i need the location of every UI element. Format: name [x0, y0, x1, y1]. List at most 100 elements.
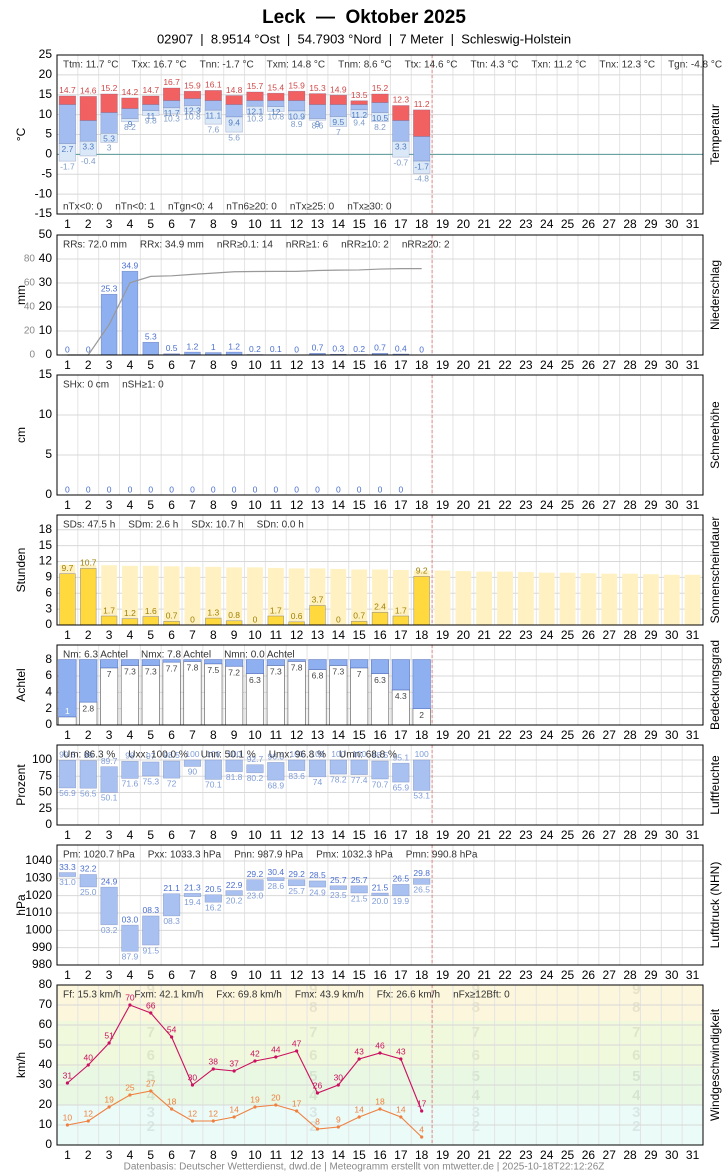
wind-point: [211, 1067, 215, 1071]
y-tick-label: 50: [39, 227, 53, 241]
value-label: -4.8: [414, 174, 429, 184]
x-tick-label: 23: [519, 1148, 533, 1162]
y-axis-label: Prozent: [14, 764, 28, 806]
y-tick-label: -15: [35, 206, 53, 220]
value-label: 03.2: [101, 925, 118, 935]
value-label: 12.1: [247, 107, 264, 117]
x-tick-label: 14: [332, 728, 346, 742]
x-tick-label: 19: [436, 828, 450, 842]
value-label: 100: [227, 749, 241, 759]
y-tick-label: 0: [45, 817, 52, 831]
stat-text: nTgn<0: 4: [168, 202, 214, 213]
x-tick-label: 19: [436, 358, 450, 372]
value-label: -1.7: [414, 161, 429, 171]
x-tick-label: 11: [270, 628, 283, 642]
range-bar: [329, 94, 347, 105]
stat-text: Fmx: 43.9 km/h: [295, 990, 364, 1001]
value-label: 7.3: [124, 667, 136, 677]
range-bar: [392, 140, 410, 158]
value-label: 1: [211, 342, 216, 352]
y-tick-label: 50: [39, 785, 53, 799]
y-tick-label: 80: [39, 977, 53, 991]
cover-cloud: [204, 659, 223, 665]
x-tick-label: 20: [457, 217, 471, 231]
range-bar: [162, 760, 181, 779]
value-label: 0.7: [353, 611, 365, 621]
cover-cloud: [141, 659, 160, 666]
stat-text: Pxx: 1033.3 hPa: [148, 850, 222, 861]
x-tick-label: 22: [498, 628, 512, 642]
x-tick-label: 16: [373, 828, 387, 842]
stat-text: nRR≥0.1: 14: [217, 240, 274, 251]
x-tick-label: 15: [352, 217, 366, 231]
value-label: 8.6: [312, 120, 324, 130]
x-tick-label: 29: [644, 498, 658, 512]
value-label: 65.9: [393, 782, 410, 792]
x-tick-label: 28: [623, 828, 637, 842]
value-label: 8: [315, 1116, 320, 1126]
x-tick-label: 20: [457, 728, 471, 742]
value-label: 3.7: [312, 595, 324, 605]
value-label: 5.3: [103, 134, 115, 144]
x-tick-label: 15: [352, 828, 366, 842]
value-label: 14: [354, 1104, 364, 1114]
value-label: 15.2: [372, 83, 389, 93]
x-tick-label: 26: [582, 498, 596, 512]
wind-point: [149, 1011, 153, 1015]
range-bar: [392, 884, 410, 897]
x-tick-label: 9: [231, 498, 238, 512]
beaufort-label: 5: [309, 1068, 317, 1085]
range-bar: [100, 133, 118, 143]
value-label: 7.3: [270, 667, 282, 677]
x-tick-label: 2: [85, 358, 92, 372]
y-tick-label: 1010: [25, 905, 52, 919]
value-label: 11.1: [205, 111, 221, 121]
x-tick-label: 10: [248, 968, 262, 982]
y-tick-label: 1000: [25, 922, 52, 936]
bar: [309, 605, 326, 626]
x-tick-label: 10: [248, 1148, 262, 1162]
value-label: 19: [250, 1094, 260, 1104]
x-tick-label: 23: [519, 628, 533, 642]
wind-point: [274, 1103, 278, 1107]
x-tick-label: 22: [498, 1148, 512, 1162]
value-label: 14.7: [143, 85, 160, 95]
bar: [226, 567, 243, 625]
wind-point: [295, 1049, 299, 1053]
value-label: 30.4: [268, 867, 285, 877]
x-tick-label: 3: [106, 968, 113, 982]
value-label: 0: [107, 484, 112, 494]
value-label: 1.2: [124, 608, 136, 618]
bar: [288, 568, 305, 625]
range-bar: [308, 104, 327, 119]
beaufort-label: 2: [309, 1118, 317, 1135]
value-label: 29.2: [288, 869, 305, 879]
range-bar: [350, 885, 368, 894]
stat-text: Txn: 11.2 °C: [531, 60, 586, 71]
value-label: 0: [190, 484, 195, 494]
x-tick-label: 4: [127, 968, 134, 982]
value-label: 20.2: [226, 896, 243, 906]
stat-text: nRR≥10: 2: [341, 240, 389, 251]
value-label: 72: [167, 778, 177, 788]
value-label: 16.2: [205, 902, 222, 912]
x-tick-label: 4: [127, 498, 134, 512]
x-tick-label: 27: [603, 968, 617, 982]
x-tick-label: 27: [603, 1148, 617, 1162]
wind-point: [170, 1035, 174, 1039]
x-tick-label: 16: [373, 217, 387, 231]
value-label: 30: [334, 1072, 344, 1082]
x-tick-label: 22: [498, 498, 512, 512]
value-label: 0: [378, 484, 383, 494]
x-tick-label: 5: [147, 498, 154, 512]
x-tick-label: 7: [189, 1148, 196, 1162]
value-label: 23.0: [247, 891, 264, 901]
panel-bg: [57, 235, 703, 355]
x-tick-label: 27: [603, 358, 617, 372]
x-tick-label: 17: [394, 628, 408, 642]
x-tick-label: 9: [231, 828, 238, 842]
value-label: 31: [63, 1070, 73, 1080]
value-label: 100: [352, 749, 366, 759]
value-label: 2: [419, 710, 424, 720]
x-tick-label: 17: [394, 217, 408, 231]
